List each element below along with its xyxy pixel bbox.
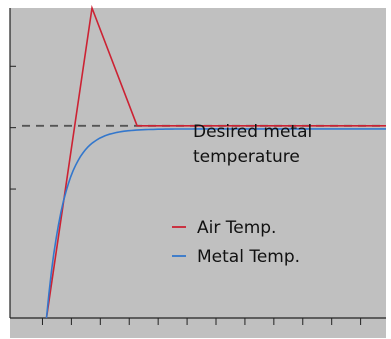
series-line-air-temp xyxy=(45,4,386,319)
series-line-metal-temp xyxy=(45,128,386,319)
plot-background xyxy=(10,8,386,338)
legend: Air Temp. Metal Temp. xyxy=(172,218,300,267)
annotation-line-1: Desired metal xyxy=(193,122,312,142)
axis-ticks xyxy=(9,8,386,325)
legend-label-air-temp: Air Temp. xyxy=(197,218,276,238)
legend-label-metal-temp: Metal Temp. xyxy=(197,247,300,267)
annotation-line-2: temperature xyxy=(193,147,300,167)
